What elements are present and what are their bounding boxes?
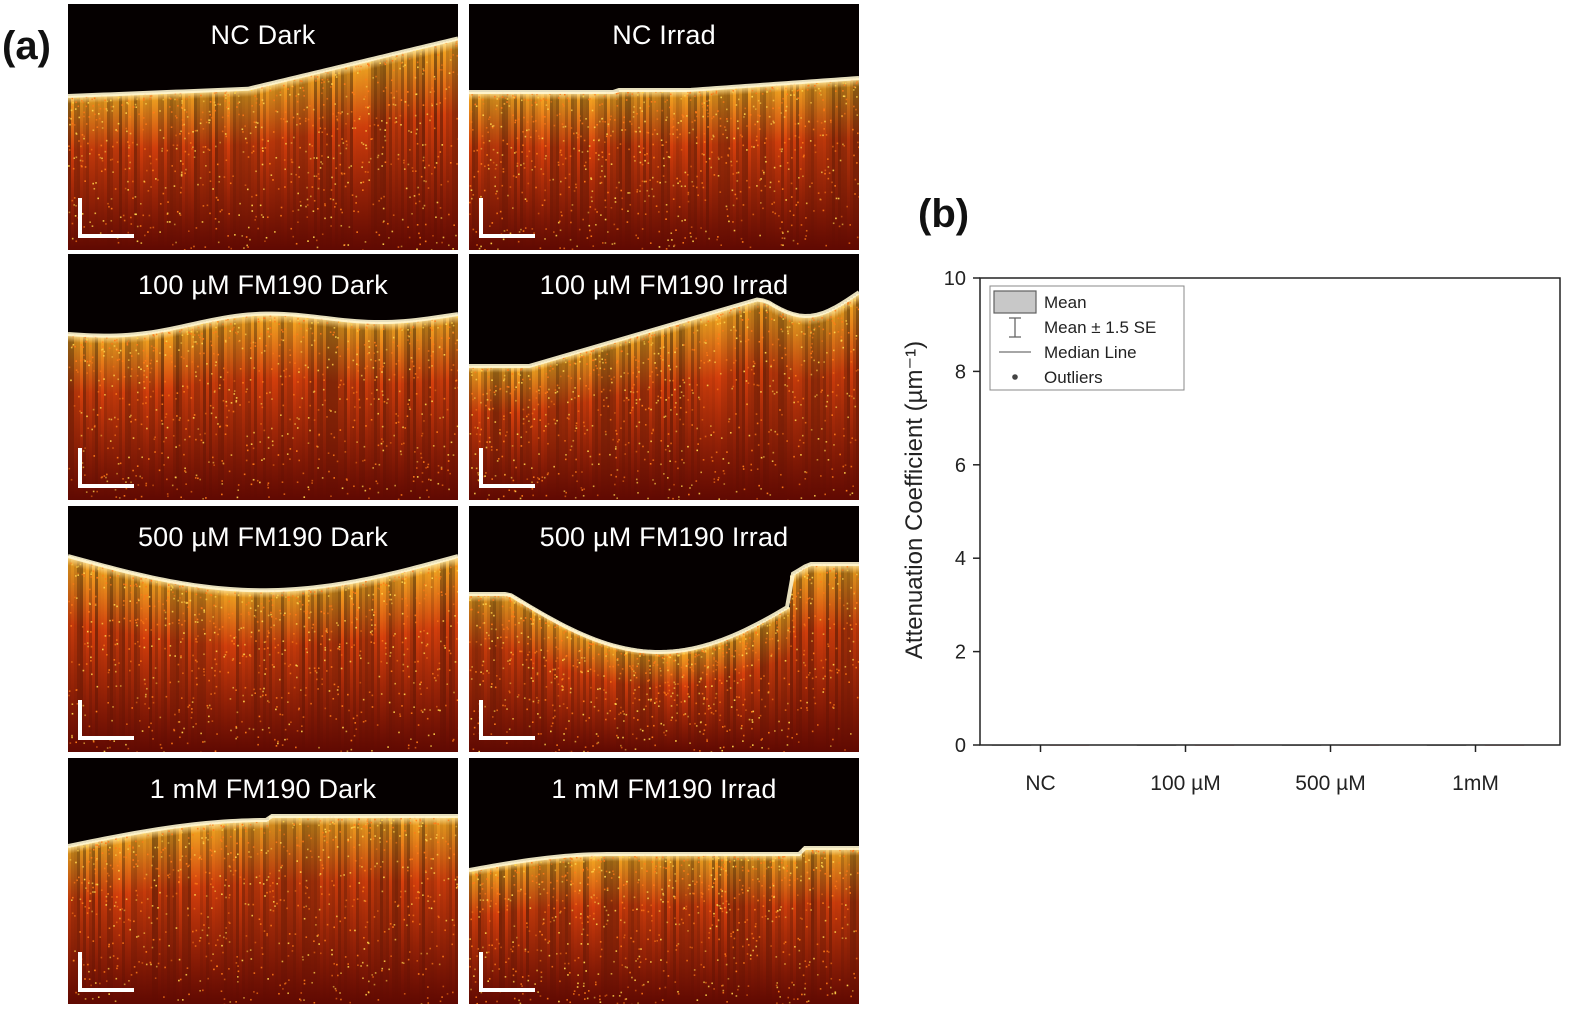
legend-se-label: Mean ± 1.5 SE xyxy=(1044,318,1156,337)
y-tick-label: 2 xyxy=(955,642,966,664)
panel-a-label: (a) xyxy=(2,24,51,68)
legend-outlier-icon xyxy=(1012,374,1018,380)
y-axis-label: Attenuation Coefficient (µm⁻¹) xyxy=(901,341,928,659)
oct-label: 1 mM FM190 Dark xyxy=(149,774,377,804)
oct-image-100um-dark: 100 µM FM190 Dark xyxy=(68,254,458,500)
oct-label: 500 µM FM190 Dark xyxy=(137,522,389,552)
oct-label: NC Irrad xyxy=(612,20,716,50)
oct-scan xyxy=(68,758,458,1004)
y-tick-label: 10 xyxy=(944,268,966,290)
oct-image-1mm-dark: 1 mM FM190 Dark xyxy=(68,758,458,1004)
panel-b-label: (b) xyxy=(918,192,970,236)
oct-scan xyxy=(68,4,458,250)
y-tick-label: 6 xyxy=(955,455,966,477)
x-tick-label: 1mM xyxy=(1452,772,1499,795)
oct-image-100um-irrad: 100 µM FM190 Irrad xyxy=(469,254,859,500)
y-tick-label: 0 xyxy=(955,735,966,757)
y-tick-label: 4 xyxy=(955,548,966,570)
x-tick-label: 100 µM xyxy=(1150,772,1220,795)
oct-image-nc-irrad: NC Irrad xyxy=(469,4,859,250)
oct-label: 1 mM FM190 Irrad xyxy=(551,774,777,804)
oct-scan xyxy=(469,4,859,250)
oct-scan xyxy=(469,254,859,500)
legend-median-label: Median Line xyxy=(1044,343,1137,362)
oct-scan xyxy=(68,506,458,752)
x-tick-label: 500 µM xyxy=(1295,772,1365,795)
legend-mean-label: Mean xyxy=(1044,293,1087,312)
y-tick-label: 8 xyxy=(955,361,966,383)
oct-label: 100 µM FM190 Dark xyxy=(137,270,389,300)
oct-label: 100 µM FM190 Irrad xyxy=(539,270,789,300)
oct-image-nc-dark: NC Dark xyxy=(68,4,458,250)
oct-scan xyxy=(469,758,859,1004)
legend: Mean Mean ± 1.5 SE Median Line Outliers xyxy=(989,285,1185,391)
oct-image-1mm-irrad: 1 mM FM190 Irrad xyxy=(469,758,859,1004)
attenuation-chart: 0 2 4 6 8 10 NC 100 µM 500 µM 1mM Attenuation Coe… xyxy=(901,268,1561,795)
oct-image-500um-irrad: 500 µM FM190 Irrad xyxy=(469,506,859,752)
legend-outliers-label: Outliers xyxy=(1044,368,1103,387)
oct-label: 500 µM FM190 Irrad xyxy=(539,522,789,552)
legend-mean-swatch xyxy=(993,290,1037,314)
x-tick-label: NC xyxy=(1025,772,1055,795)
oct-scan xyxy=(469,506,859,752)
oct-image-500um-dark: 500 µM FM190 Dark xyxy=(68,506,458,752)
legend-error-icon xyxy=(1009,317,1021,338)
oct-label: NC Dark xyxy=(210,20,316,50)
oct-scan xyxy=(68,254,458,500)
